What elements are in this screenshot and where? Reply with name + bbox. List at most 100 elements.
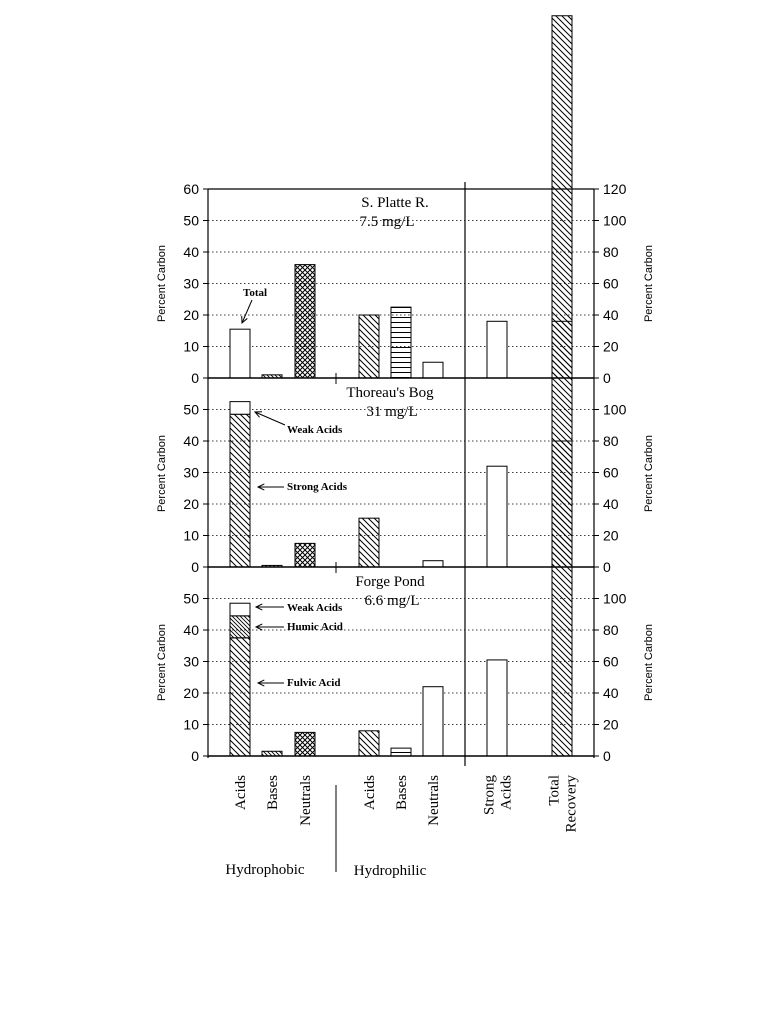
- x-category-label: Recovery: [564, 775, 580, 833]
- y-axis-label-right: Percent Carbon: [643, 435, 655, 512]
- panel-title: Forge Pond: [355, 574, 425, 590]
- y-axis-label-left: Percent Carbon: [156, 624, 168, 701]
- left-tick-label: 20: [183, 496, 199, 512]
- y-axis-label-right: Percent Carbon: [643, 245, 655, 322]
- y-axis-label-left: Percent Carbon: [156, 245, 168, 322]
- right-tick-label: 40: [603, 496, 619, 512]
- right-tick-label: 80: [603, 244, 619, 260]
- right-tick-label: 60: [603, 654, 619, 670]
- panel-subtitle: 7.5 mg/L: [360, 214, 415, 230]
- bar: [390, 306, 412, 379]
- bar: [358, 730, 380, 757]
- left-tick-label: 50: [183, 213, 199, 229]
- left-tick-label: 40: [183, 622, 199, 638]
- annotation-arrow: [241, 299, 253, 324]
- annotation-label: Strong Acids: [287, 481, 348, 493]
- right-tick-label: 0: [603, 559, 611, 575]
- left-tick-label: 40: [183, 244, 199, 260]
- bar: [294, 264, 316, 379]
- right-tick-label: 80: [603, 433, 619, 449]
- panel-title: Thoreau's Bog: [346, 385, 434, 401]
- x-category-label: Neutrals: [298, 775, 314, 826]
- annotation-label: Weak Acids: [287, 424, 343, 436]
- bar: [390, 747, 412, 757]
- bar: [358, 517, 380, 568]
- left-tick-label: 10: [183, 528, 199, 544]
- left-tick-label: 10: [183, 339, 199, 355]
- x-category-label: Bases: [265, 775, 281, 810]
- panel-subtitle: 31 mg/L: [366, 404, 417, 420]
- x-category-label: Bases: [394, 775, 410, 810]
- left-tick-label: 20: [183, 685, 199, 701]
- left-tick-label: 50: [183, 402, 199, 418]
- bar: [261, 750, 283, 757]
- annotation-arrowhead: [254, 623, 263, 631]
- left-tick-label: 30: [183, 465, 199, 481]
- left-tick-label: 50: [183, 591, 199, 607]
- annotation-arrowhead: [241, 315, 248, 325]
- group-label-hydrophobic: Hydrophobic: [225, 862, 304, 878]
- left-tick-label: 60: [183, 181, 199, 197]
- right-tick-label: 100: [603, 591, 627, 607]
- left-tick-label: 10: [183, 717, 199, 733]
- annotation-arrow: [254, 411, 286, 426]
- bar-segment: [229, 413, 251, 568]
- right-tick-label: 60: [603, 276, 619, 292]
- annotation-label: Total: [243, 287, 267, 299]
- annotation-arrowhead: [256, 679, 265, 687]
- left-tick-label: 0: [191, 370, 199, 386]
- right-tick-label: 120: [603, 181, 627, 197]
- left-tick-label: 30: [183, 654, 199, 670]
- panel-title: S. Platte R.: [361, 195, 429, 211]
- right-tick-label: 100: [603, 402, 627, 418]
- annotation-arrowhead: [256, 483, 265, 491]
- right-tick-label: 80: [603, 622, 619, 638]
- x-category-label: Strong: [482, 775, 498, 816]
- bar: [422, 686, 444, 757]
- annotation-label: Fulvic Acid: [287, 677, 340, 689]
- bar: [486, 320, 508, 379]
- left-tick-label: 30: [183, 276, 199, 292]
- right-tick-label: 40: [603, 307, 619, 323]
- right-tick-label: 20: [603, 339, 619, 355]
- left-tick-label: 0: [191, 559, 199, 575]
- bar: [422, 560, 444, 568]
- bar: [229, 328, 251, 379]
- bar-segment: [229, 615, 251, 639]
- annotation-arrowhead: [254, 603, 263, 611]
- x-category-label: Acids: [233, 775, 249, 810]
- right-tick-label: 100: [603, 213, 627, 229]
- bar-segment: [229, 602, 251, 617]
- bar: [486, 659, 508, 757]
- x-category-label: Acids: [499, 775, 515, 810]
- x-category-label: Total: [547, 775, 563, 806]
- bar: [422, 361, 444, 379]
- left-tick-label: 20: [183, 307, 199, 323]
- x-category-label: Acids: [362, 775, 378, 810]
- right-tick-label: 0: [603, 748, 611, 764]
- left-tick-label: 40: [183, 433, 199, 449]
- bar: [294, 731, 316, 757]
- right-tick-label: 20: [603, 528, 619, 544]
- bar: [486, 465, 508, 568]
- right-tick-label: 60: [603, 465, 619, 481]
- bar: [294, 542, 316, 568]
- y-axis-label-right: Percent Carbon: [643, 624, 655, 701]
- annotation-arrowhead: [253, 411, 263, 418]
- group-label-hydrophilic: Hydrophilic: [354, 863, 427, 879]
- bar: [358, 314, 380, 379]
- right-tick-label: 0: [603, 370, 611, 386]
- annotation-label: Humic Acid: [287, 621, 343, 633]
- panel-subtitle: 6.6 mg/L: [365, 593, 420, 609]
- x-category-label: Neutrals: [426, 775, 442, 826]
- bar-segment: [229, 637, 251, 757]
- right-tick-label: 20: [603, 717, 619, 733]
- right-tick-label: 40: [603, 685, 619, 701]
- bar-segment: [229, 401, 251, 415]
- annotation-label: Weak Acids: [287, 602, 343, 614]
- y-axis-label-left: Percent Carbon: [156, 435, 168, 512]
- left-tick-label: 0: [191, 748, 199, 764]
- bar: [551, 440, 573, 757]
